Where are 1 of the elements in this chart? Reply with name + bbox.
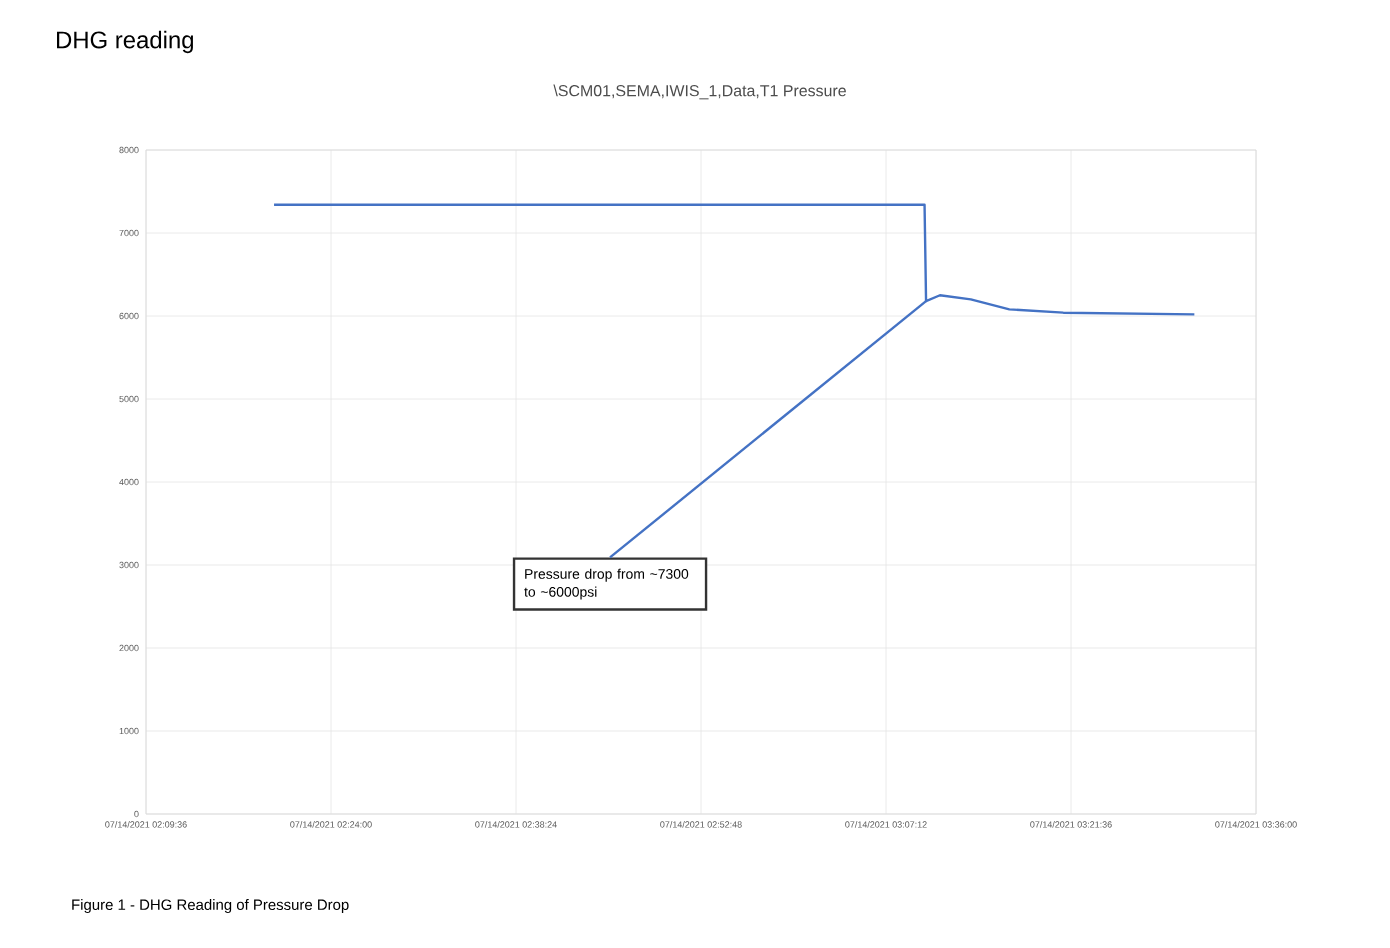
chart-title: DHG reading — [57, 30, 193, 54]
